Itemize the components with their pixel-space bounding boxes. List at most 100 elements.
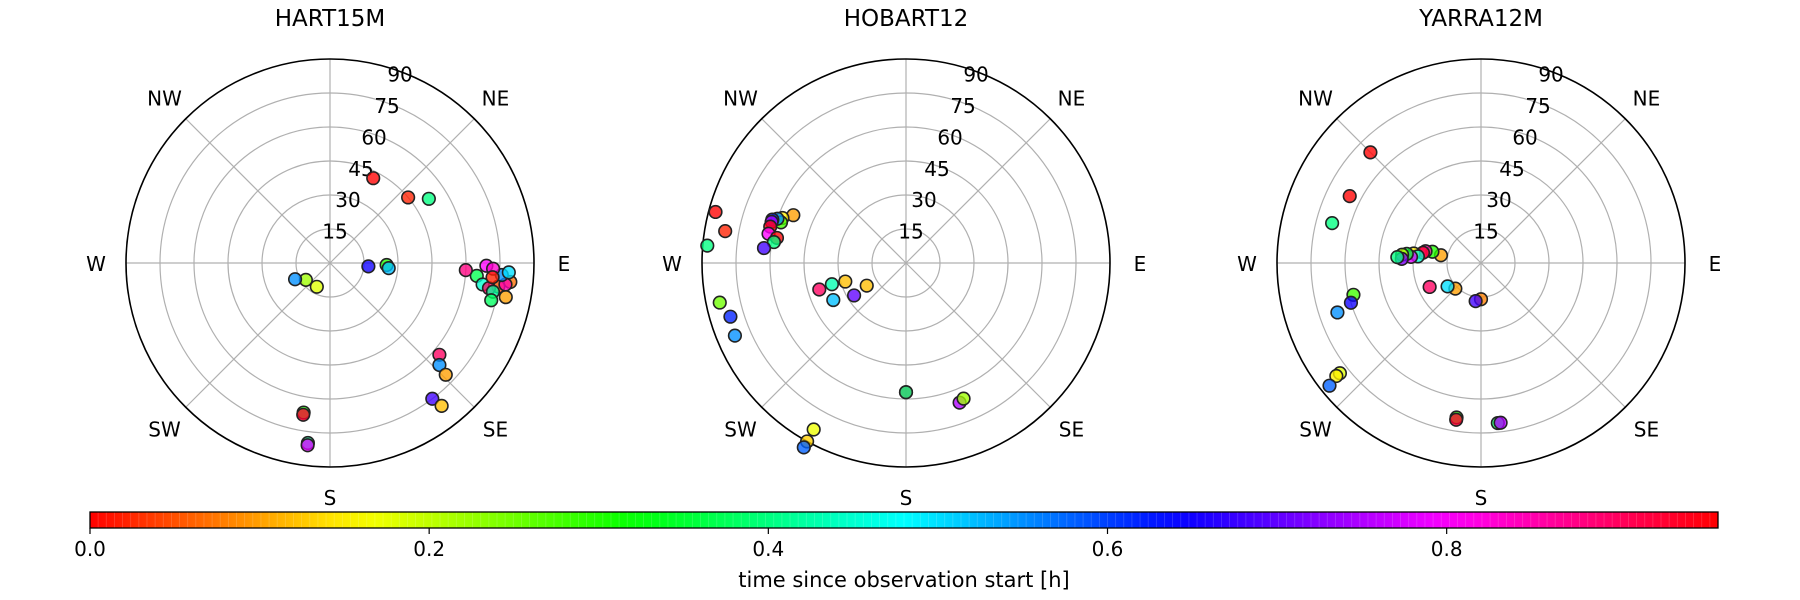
azimuth-label-e: E xyxy=(1134,252,1147,276)
data-point xyxy=(1329,368,1344,384)
data-point xyxy=(1325,216,1340,231)
radial-tick-label: 15 xyxy=(898,220,923,244)
data-point xyxy=(859,278,874,293)
radial-tick-label: 45 xyxy=(1499,157,1524,181)
azimuth-label-ne: NE xyxy=(1058,87,1086,111)
azimuth-gridline xyxy=(185,118,331,264)
colorbar-tick-label: 0.2 xyxy=(413,537,445,561)
data-point xyxy=(401,190,416,205)
data-point xyxy=(361,259,376,274)
radial-tick-label: 30 xyxy=(335,188,360,212)
data-point xyxy=(846,288,862,303)
azimuth-gridline xyxy=(185,262,331,408)
data-point xyxy=(1440,279,1455,294)
radial-tick-label: 60 xyxy=(1512,125,1537,149)
azimuth-label-nw: NW xyxy=(1298,87,1333,111)
azimuth-label-se: SE xyxy=(1059,417,1084,441)
plot-title: YARRA12M xyxy=(1418,6,1543,32)
polar-plot-yarra12m: YARRA12M 15 30 45 60 75 90 NE E SE S SW W NW xyxy=(1237,6,1721,510)
data-point xyxy=(458,263,473,278)
data-point xyxy=(727,328,743,343)
azimuth-gridline xyxy=(1480,262,1626,408)
data-point xyxy=(712,295,727,310)
data-point xyxy=(756,240,772,256)
data-point xyxy=(1322,378,1337,393)
azimuth-gridline xyxy=(761,262,907,408)
plot-title: HART15M xyxy=(275,6,386,32)
azimuth-label-w: W xyxy=(86,252,106,276)
azimuth-gridline xyxy=(1480,118,1626,264)
data-point xyxy=(287,272,303,287)
azimuth-label-e: E xyxy=(558,252,571,276)
azimuth-label-ne: NE xyxy=(1633,87,1661,111)
azimuth-gridline xyxy=(329,118,475,264)
azimuth-label-ne: NE xyxy=(482,87,510,111)
data-point xyxy=(806,422,821,437)
radial-tick-label: 15 xyxy=(1473,220,1498,244)
data-point xyxy=(1363,145,1378,160)
data-point xyxy=(296,407,311,422)
plot-title: HOBART12 xyxy=(844,6,969,32)
data-point xyxy=(501,265,516,280)
data-point xyxy=(700,238,715,253)
azimuth-label-s: S xyxy=(324,486,337,510)
data-point xyxy=(824,277,840,292)
radial-tick-label: 90 xyxy=(387,63,412,87)
data-point xyxy=(723,309,738,324)
data-point xyxy=(484,293,499,308)
radial-tick-label: 75 xyxy=(374,94,399,118)
azimuth-gridline xyxy=(761,118,907,264)
data-point xyxy=(381,261,396,276)
colorbar-tick-label: 0.8 xyxy=(1431,537,1463,561)
azimuth-label-nw: NW xyxy=(147,87,182,111)
polar-plot-hobart12: HOBART12 15 30 45 60 75 90 NE E SE S SW W NW xyxy=(662,6,1146,510)
azimuth-label-se: SE xyxy=(483,417,508,441)
data-point xyxy=(366,171,381,186)
plot-frame xyxy=(701,58,1111,468)
radial-tick-label: 75 xyxy=(1525,94,1550,118)
azimuth-label-sw: SW xyxy=(724,417,757,441)
data-point xyxy=(421,191,436,206)
data-point xyxy=(1449,412,1464,427)
colorbar-gradient xyxy=(90,512,1718,528)
radial-tick-label: 60 xyxy=(937,125,962,149)
data-point xyxy=(1390,250,1405,265)
radial-tick-label: 60 xyxy=(361,125,386,149)
radial-tick-label: 90 xyxy=(963,63,988,87)
data-point xyxy=(309,279,324,294)
data-point xyxy=(485,270,500,285)
data-point xyxy=(1468,294,1483,309)
azimuth-gridline xyxy=(1336,118,1482,264)
radial-tick-label: 30 xyxy=(1486,188,1511,212)
data-point xyxy=(1422,279,1437,295)
data-point xyxy=(432,357,447,373)
azimuth-label-s: S xyxy=(900,486,913,510)
radial-tick-label: 75 xyxy=(950,94,975,118)
data-point xyxy=(438,367,453,382)
data-point xyxy=(718,224,733,239)
data-point xyxy=(956,391,971,406)
data-point xyxy=(796,440,811,455)
plot-frame xyxy=(125,58,535,468)
data-point xyxy=(708,204,723,220)
azimuth-label-sw: SW xyxy=(148,417,181,441)
azimuth-label-nw: NW xyxy=(723,87,758,111)
data-point xyxy=(826,292,841,308)
radial-tick-label: 15 xyxy=(322,220,347,244)
data-point xyxy=(434,398,449,413)
colorbar-tick-label: 0.6 xyxy=(1092,537,1124,561)
azimuth-gridline xyxy=(905,118,1051,264)
data-point xyxy=(898,385,914,400)
azimuth-label-e: E xyxy=(1709,252,1722,276)
radial-tick-label: 30 xyxy=(911,188,936,212)
colorbar-tick-label: 0.4 xyxy=(752,537,784,561)
colorbar-frame xyxy=(89,511,1719,529)
data-point xyxy=(300,438,315,453)
data-point xyxy=(1342,189,1357,204)
colorbar-label: time since observation start [h] xyxy=(738,568,1070,592)
data-point xyxy=(812,282,827,297)
plot-frame xyxy=(1276,58,1686,468)
data-point xyxy=(838,274,853,289)
